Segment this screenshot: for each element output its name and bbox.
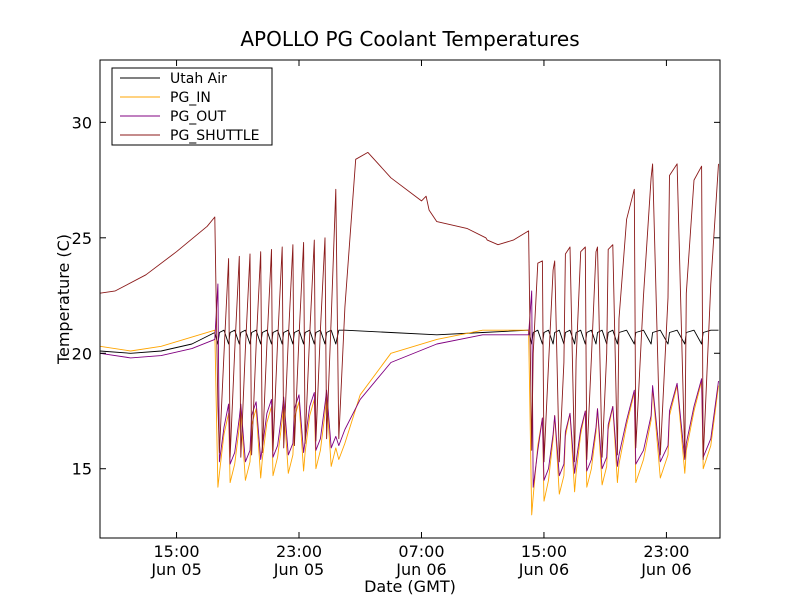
series-layer xyxy=(100,151,719,516)
x-tick-date-label: Jun 05 xyxy=(150,560,201,579)
y-tick-label: 20 xyxy=(72,344,92,363)
chart-title: APOLLO PG Coolant Temperatures xyxy=(240,27,579,51)
legend-label-pg-in: PG_IN xyxy=(170,90,211,106)
legend-box xyxy=(111,67,273,146)
legend-label-pg-shuttle: PG_SHUTTLE xyxy=(170,128,259,144)
x-tick-time-label: 15:00 xyxy=(153,542,199,561)
x-tick-date-label: Jun 06 xyxy=(640,560,691,579)
x-tick-time-label: 07:00 xyxy=(398,542,444,561)
x-tick-time-label: 23:00 xyxy=(643,542,689,561)
x-tick-time-label: 15:00 xyxy=(521,542,567,561)
x-axis-label: Date (GMT) xyxy=(364,577,456,596)
y-tick-label: 30 xyxy=(72,113,92,132)
x-tick-time-label: 23:00 xyxy=(276,542,322,561)
x-tick-date-label: Jun 06 xyxy=(518,560,569,579)
legend-label-pg-out: PG_OUT xyxy=(170,109,227,125)
y-tick-label: 15 xyxy=(72,460,92,479)
x-tick-date-label: Jun 05 xyxy=(273,560,324,579)
legend-label-utah-air: Utah Air xyxy=(170,71,227,87)
legend: Utah Air PG_IN PG_OUT PG_SHUTTLE xyxy=(111,67,273,146)
plot-frame xyxy=(99,59,721,539)
x-tick-date-label: Jun 06 xyxy=(395,560,446,579)
y-axis-label: Temperature (C) xyxy=(54,234,73,365)
series-line-pg-shuttle xyxy=(100,151,719,463)
y-tick-label: 25 xyxy=(72,229,92,248)
